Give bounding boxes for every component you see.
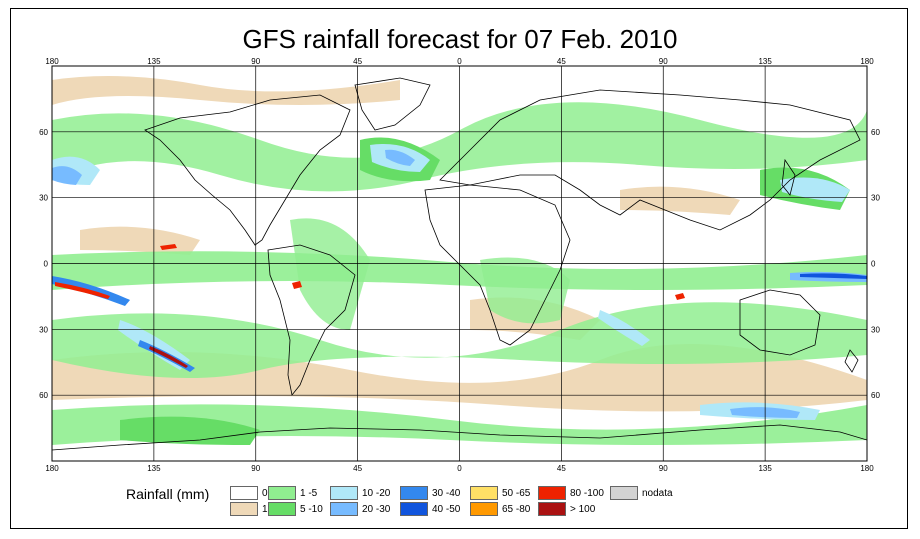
legend-item: 80 -100 — [538, 486, 604, 500]
legend-label: 5 -10 — [300, 503, 323, 515]
lon-tick-top: 0 — [457, 57, 462, 66]
lon-tick-bottom: 45 — [353, 464, 362, 473]
legend-item: 40 -50 — [400, 502, 460, 516]
legend-label: 1 — [262, 503, 268, 515]
lat-tick-left: 60 — [39, 391, 48, 400]
lon-tick-top: 90 — [251, 57, 260, 66]
legend-title: Rainfall (mm) — [126, 486, 210, 502]
coastlines — [52, 77, 867, 451]
legend-swatch — [400, 502, 428, 516]
lon-tick-top: 90 — [659, 57, 668, 66]
lon-tick-top: 180 — [45, 57, 59, 66]
lon-tick-top: 45 — [557, 57, 566, 66]
legend-item: 0 — [230, 486, 268, 500]
lon-tick-top: 135 — [758, 57, 772, 66]
lon-tick-bottom: 0 — [457, 464, 462, 473]
legend-item: > 100 — [538, 502, 595, 516]
legend-swatch — [330, 486, 358, 500]
lon-tick-bottom: 135 — [147, 464, 161, 473]
lon-tick-bottom: 135 — [758, 464, 772, 473]
legend-swatch — [538, 486, 566, 500]
legend-item: 1 -5 — [268, 486, 317, 500]
legend-label: nodata — [642, 487, 673, 499]
legend-label: 30 -40 — [432, 487, 461, 499]
map-border — [51, 65, 868, 462]
legend-label: 40 -50 — [432, 503, 461, 515]
legend-item: 30 -40 — [400, 486, 460, 500]
legend-label: 10 -20 — [362, 487, 391, 499]
legend-label: > 100 — [570, 503, 596, 515]
legend-label: 20 -30 — [362, 503, 391, 515]
lat-tick-right: 30 — [871, 325, 880, 334]
legend-swatch — [330, 502, 358, 516]
lat-tick-left: 30 — [39, 325, 48, 334]
legend-swatch — [268, 486, 296, 500]
legend-label: 65 -80 — [502, 503, 531, 515]
lat-tick-left: 0 — [44, 260, 49, 269]
legend-swatch — [538, 502, 566, 516]
lat-tick-right: 0 — [871, 260, 876, 269]
legend-label: 0 — [262, 487, 268, 499]
legend-swatch — [230, 502, 258, 516]
lat-tick-right: 60 — [871, 128, 880, 137]
lat-lon-grid — [52, 66, 867, 461]
lat-tick-left: 60 — [39, 128, 48, 137]
lat-tick-left: 30 — [39, 194, 48, 203]
figure-frame — [10, 8, 908, 529]
lon-tick-bottom: 90 — [659, 464, 668, 473]
legend-swatch — [470, 502, 498, 516]
legend-label: 1 -5 — [300, 487, 318, 499]
legend-item: 65 -80 — [470, 502, 530, 516]
legend-item: 10 -20 — [330, 486, 390, 500]
legend-label: 80 -100 — [570, 487, 604, 499]
map-title: GFS rainfall forecast for 07 Feb. 2010 — [242, 24, 678, 54]
lon-tick-bottom: 90 — [251, 464, 260, 473]
lat-tick-right: 60 — [871, 391, 880, 400]
legend-label: 50 -65 — [502, 487, 531, 499]
lon-tick-top: 180 — [860, 57, 874, 66]
lon-tick-bottom: 180 — [45, 464, 59, 473]
legend-swatch — [400, 486, 428, 500]
legend-swatch — [268, 502, 296, 516]
legend-item: 5 -10 — [268, 502, 323, 516]
lon-tick-bottom: 180 — [860, 464, 874, 473]
lat-tick-right: 30 — [871, 194, 880, 203]
lon-tick-bottom: 45 — [557, 464, 566, 473]
legend-item: nodata — [610, 486, 673, 500]
legend-item: 20 -30 — [330, 502, 390, 516]
legend-item: 50 -65 — [470, 486, 530, 500]
legend-item: 1 — [230, 502, 268, 516]
legend-swatch — [610, 486, 638, 500]
lon-tick-top: 45 — [353, 57, 362, 66]
legend-swatch — [470, 486, 498, 500]
axis-tick-labels: 180 180 135 135 90 90 45 45 0 0 45 45 90 90 135 135 180 1… — [39, 57, 880, 473]
lon-tick-top: 135 — [147, 57, 161, 66]
legend-swatch — [230, 486, 258, 500]
